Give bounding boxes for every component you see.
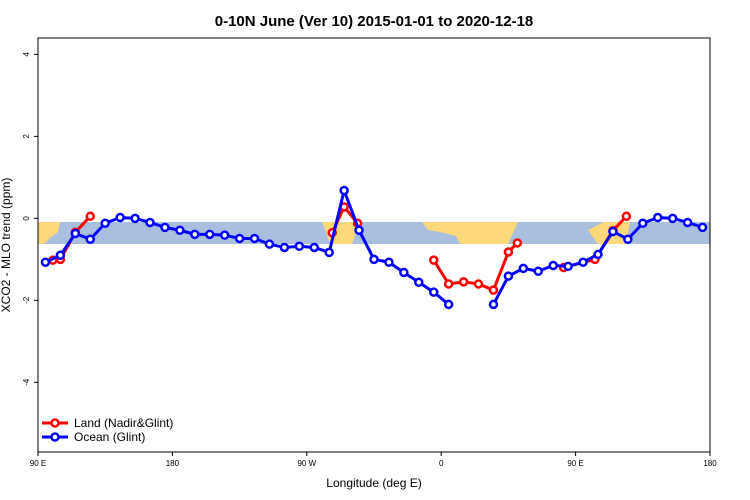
y-tick-label: -2 bbox=[22, 296, 31, 304]
data-point bbox=[414, 277, 424, 288]
data-point bbox=[533, 266, 544, 276]
data-point bbox=[682, 217, 693, 228]
data-point bbox=[115, 212, 125, 223]
legend-label: Land (Nadir&Glint) bbox=[74, 416, 173, 430]
data-point bbox=[40, 257, 51, 267]
data-point bbox=[85, 211, 96, 222]
x-tick-label: 90 W bbox=[297, 459, 316, 468]
data-point bbox=[324, 247, 334, 258]
data-point bbox=[621, 211, 632, 222]
data-point bbox=[608, 226, 618, 237]
x-tick-label: 0 bbox=[439, 459, 444, 468]
legend-swatch bbox=[50, 418, 60, 428]
x-axis-label: Longitude (deg E) bbox=[326, 476, 421, 490]
y-axis-label: XCO2 - MLO trend (ppm) bbox=[0, 178, 13, 313]
data-point bbox=[219, 230, 230, 240]
ocean-strip bbox=[38, 222, 710, 244]
data-point bbox=[443, 299, 454, 310]
x-tick-label: 90 E bbox=[30, 459, 46, 468]
data-point bbox=[175, 225, 185, 235]
data-point bbox=[518, 263, 529, 274]
y-tick-label: 2 bbox=[22, 134, 31, 139]
data-point bbox=[667, 213, 678, 224]
data-point bbox=[279, 242, 290, 253]
data-point bbox=[70, 228, 81, 239]
data-point bbox=[190, 229, 200, 240]
legend-label: Ocean (Glint) bbox=[74, 430, 145, 444]
data-point bbox=[488, 285, 499, 295]
data-point bbox=[443, 279, 454, 289]
data-point bbox=[249, 233, 260, 244]
land-patch bbox=[422, 222, 518, 244]
y-tick-label: 0 bbox=[22, 216, 31, 221]
x-tick-label: 180 bbox=[166, 459, 180, 468]
y-tick-label: -4 bbox=[22, 378, 31, 386]
data-point bbox=[548, 260, 558, 271]
data-point bbox=[563, 261, 573, 272]
data-point bbox=[593, 249, 603, 260]
data-point bbox=[697, 222, 708, 233]
data-point bbox=[264, 239, 275, 249]
data-point bbox=[130, 213, 140, 224]
data-point bbox=[578, 257, 588, 267]
x-tick-label: 90 E bbox=[567, 459, 583, 468]
data-point bbox=[512, 238, 523, 248]
data-point bbox=[399, 267, 409, 278]
data-point bbox=[160, 222, 170, 233]
data-point bbox=[473, 279, 484, 289]
chart-title: 0-10N June (Ver 10) 2015-01-01 to 2020-1… bbox=[215, 13, 534, 30]
series-line bbox=[44, 188, 704, 306]
data-point bbox=[428, 255, 439, 265]
data-point bbox=[100, 218, 110, 229]
legend-swatch bbox=[50, 432, 60, 442]
data-point bbox=[339, 185, 349, 196]
data-point bbox=[309, 242, 320, 253]
data-point bbox=[145, 217, 155, 228]
data-point bbox=[503, 271, 514, 281]
data-point bbox=[85, 234, 96, 245]
data-point bbox=[369, 254, 379, 265]
data-point bbox=[294, 241, 305, 251]
data-point bbox=[503, 247, 514, 257]
plot-frame bbox=[37, 37, 711, 453]
land-patch bbox=[38, 222, 60, 244]
data-point bbox=[354, 225, 364, 235]
data-point bbox=[458, 277, 469, 287]
data-point bbox=[234, 233, 245, 244]
data-point bbox=[652, 212, 663, 223]
data-point bbox=[428, 287, 439, 297]
data-point bbox=[488, 299, 499, 310]
data-point bbox=[55, 250, 66, 260]
data-point bbox=[638, 218, 648, 229]
x-tick-label: 180 bbox=[703, 459, 717, 468]
data-point bbox=[623, 234, 633, 245]
data-point bbox=[384, 257, 394, 267]
data-point bbox=[204, 229, 215, 240]
y-tick-label: 4 bbox=[22, 52, 31, 57]
